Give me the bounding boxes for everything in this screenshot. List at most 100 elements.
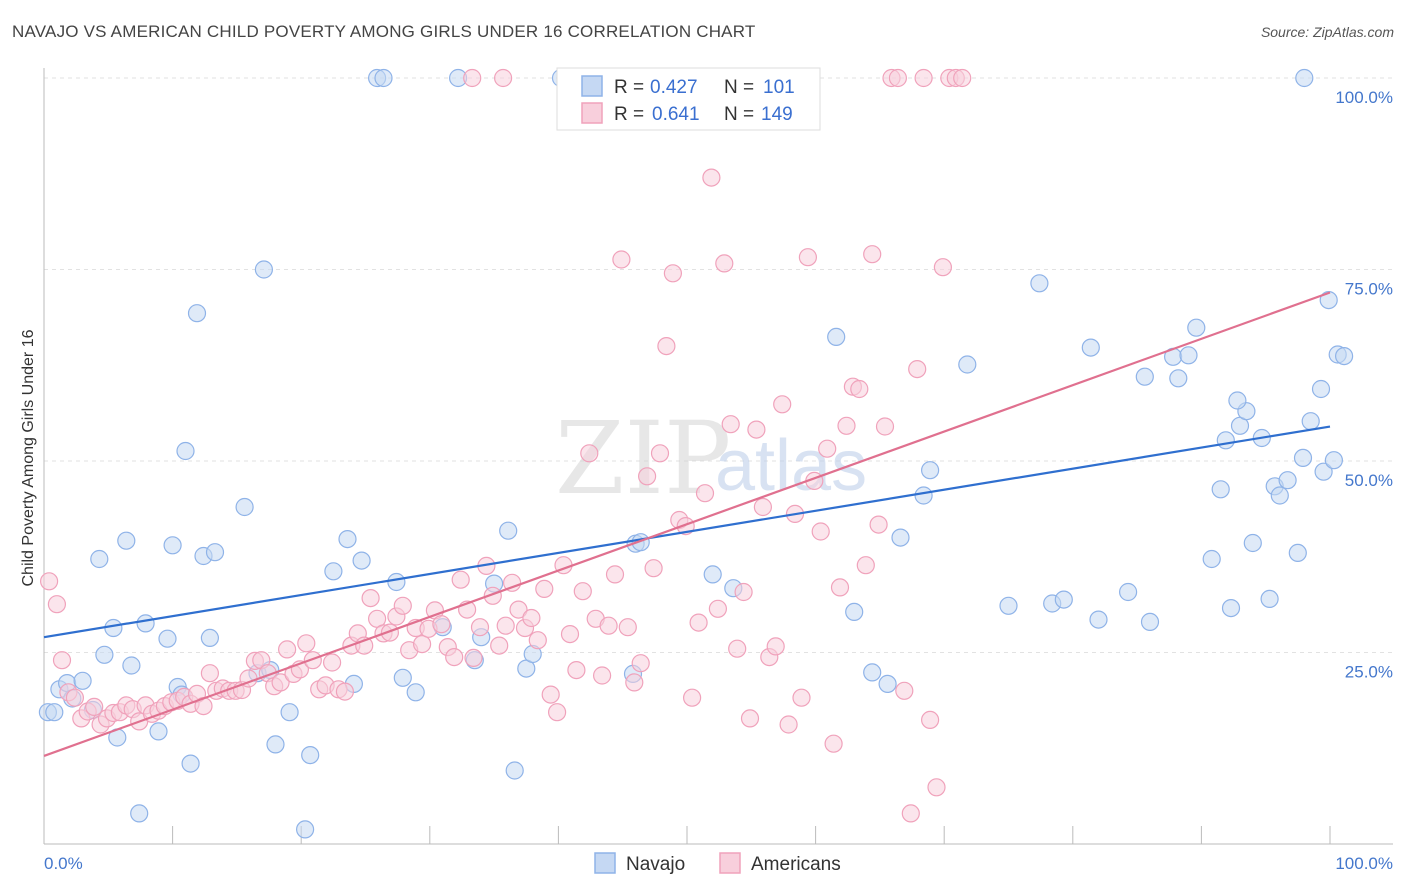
legend-n-value-1: 101 [763,77,795,98]
point-navajo-95 [1314,462,1333,481]
point-navajo-1 [45,703,64,722]
point-americans-70 [490,636,509,655]
point-americans-66 [464,648,483,668]
point-americans-145 [463,68,482,88]
point-americans-50 [361,588,380,608]
legend-n-label-2: N = [724,104,754,125]
grid-lines [44,77,1393,653]
point-americans-130 [875,417,895,436]
trend-lines [43,291,1331,757]
point-americans-75 [522,608,541,628]
point-americans-100 [682,688,702,707]
legend: R = 0.427 N = 101 R = 0.641 N = 149 [556,67,821,131]
point-navajo-12 [122,656,141,675]
point-americans-71 [496,616,515,635]
y-tick-label-0: 100.0% [1335,88,1393,107]
point-americans-135 [908,360,927,379]
point-americans-64 [451,570,470,589]
point-navajo-72 [1118,582,1138,602]
point-navajo-90 [1278,471,1297,490]
point-navajo-97 [1324,451,1344,470]
point-navajo-34 [324,562,343,581]
point-navajo-70 [1081,338,1100,357]
point-navajo-85 [1243,533,1262,553]
series-navajo [38,68,1354,839]
point-americans-127 [856,556,875,575]
point-americans-122 [824,734,843,753]
point-navajo-13 [130,804,149,823]
point-americans-142 [953,68,972,88]
point-americans-121 [818,439,837,458]
point-americans-55 [393,596,412,615]
point-navajo-59 [845,602,864,622]
point-navajo-49 [505,761,524,780]
point-americans-46 [335,682,354,701]
point-navajo-67 [1030,274,1049,293]
point-americans-37 [278,640,297,659]
point-americans-101 [689,613,708,632]
point-navajo-69 [1054,590,1073,609]
point-navajo-82 [1221,598,1241,618]
point-americans-134 [901,804,920,823]
point-americans-78 [541,685,560,704]
legend-r-value-1: 0.427 [650,77,698,98]
point-navajo-73 [1135,367,1154,386]
point-americans-132 [888,68,908,88]
point-americans-77 [535,579,554,599]
point-americans-109 [740,709,760,728]
tick-labels: 100.0% 75.0% 50.0% 25.0% 0.0% 100.0% [44,88,1393,873]
point-americans-137 [920,710,940,730]
point-americans-40 [297,634,316,653]
point-navajo-42 [406,683,425,702]
point-americans-95 [650,444,670,463]
point-americans-88 [605,565,625,584]
point-navajo-96 [1319,291,1338,310]
point-navajo-30 [266,735,285,754]
point-navajo-11 [117,531,136,550]
point-navajo-26 [235,497,254,517]
point-navajo-35 [338,529,357,549]
point-americans-81 [560,624,580,644]
point-americans-138 [927,778,946,797]
point-americans-2 [52,651,72,670]
point-americans-96 [657,337,676,356]
x-tick-label-0: 0.0% [44,854,83,873]
y-axis-title: Child Poverty Among Girls Under 16 [20,329,37,586]
point-navajo-8 [95,645,114,664]
point-navajo-74 [1140,612,1160,632]
legend-swatch-navajo [581,75,603,97]
point-americans-92 [631,654,650,673]
point-navajo-63 [914,486,933,505]
point-navajo-40 [387,572,406,592]
point-americans-94 [644,559,663,578]
legend-r-value-2: 0.641 [652,104,700,125]
point-americans-61 [432,615,451,634]
point-navajo-41 [393,668,412,687]
point-navajo-93 [1301,412,1320,431]
point-americans-44 [323,653,342,672]
point-americans-4 [65,688,85,707]
point-navajo-33 [301,745,320,765]
point-navajo-16 [158,629,177,648]
point-navajo-100 [1228,391,1247,410]
point-navajo-5 [73,671,92,690]
point-americans-73 [509,600,528,619]
point-americans-136 [914,68,933,88]
point-americans-58 [413,634,432,654]
trend-line-navajo [43,425,1331,639]
point-americans-76 [528,631,547,650]
point-navajo-71 [1089,610,1108,629]
point-americans-90 [618,618,637,637]
point-americans-118 [798,248,818,267]
point-americans-67 [470,618,490,637]
point-americans-91 [625,673,644,692]
point-americans-93 [637,467,657,486]
point-americans-7 [85,697,104,717]
legend-n-value-2: 149 [761,104,793,125]
point-americans-86 [592,666,612,685]
point-navajo-99 [1334,347,1354,366]
point-americans-83 [573,582,592,601]
point-americans-139 [933,258,953,277]
point-navajo-32 [296,820,315,839]
